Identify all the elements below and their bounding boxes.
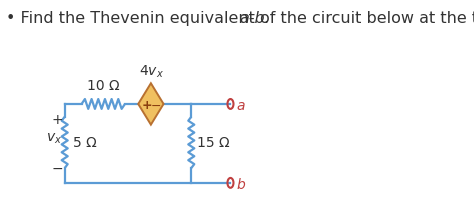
Text: 10 Ω: 10 Ω [87,79,119,93]
Text: 4$v_x$: 4$v_x$ [139,64,164,80]
Text: +: + [51,112,63,126]
Text: −: − [150,99,161,112]
Text: a-b.: a-b. [239,11,270,26]
Polygon shape [138,84,164,125]
Text: 5 Ω: 5 Ω [73,136,96,150]
Text: • Find the Thevenin equivalent of the circuit below at the terminals: • Find the Thevenin equivalent of the ci… [6,11,474,26]
Text: a: a [237,98,245,112]
Text: +: + [141,99,152,112]
Text: b: b [237,177,245,191]
Text: 15 Ω: 15 Ω [197,136,230,150]
Text: $v_x$: $v_x$ [46,131,62,145]
Text: −: − [51,161,63,175]
